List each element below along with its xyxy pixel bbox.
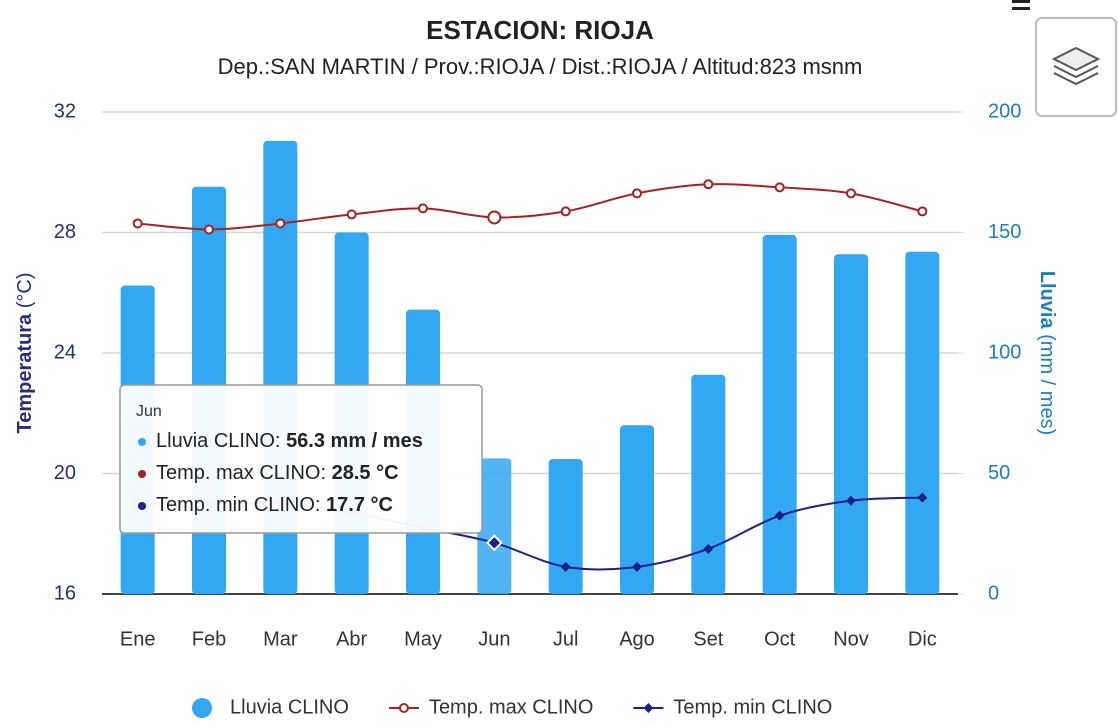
x-tick-label: Dic: [908, 628, 937, 650]
tooltip-dot: [138, 438, 146, 446]
y-tick-label: 28: [54, 221, 76, 243]
marker: [632, 561, 642, 572]
tooltip-label: Temp. min CLINO:: [156, 494, 326, 516]
bar: [834, 254, 868, 594]
y2-tick-label: 150: [988, 221, 1021, 243]
tooltip-header: Jun: [136, 403, 162, 420]
marker: [774, 182, 785, 193]
legend-symbol: [398, 703, 409, 713]
y2-axis-title-main: Lluvia: [1036, 271, 1058, 330]
x-tick-label: Set: [693, 628, 723, 650]
bar: [905, 251, 940, 594]
tooltip-label: Temp. max CLINO:: [156, 462, 332, 484]
x-tick-label: Mar: [263, 628, 298, 650]
legend-label: Lluvia CLINO: [230, 696, 349, 718]
marker: [632, 188, 642, 199]
tooltip-dot: [138, 470, 146, 478]
layer-icon: [1053, 65, 1099, 79]
y2-axis-title-unit: (mm / mes): [1036, 334, 1058, 435]
legend-symbol: [192, 698, 212, 718]
tooltip-value: 17.7 °C: [326, 494, 393, 516]
x-tick-label: Nov: [833, 628, 869, 650]
y-axis-title-main: Temperatura: [14, 313, 36, 434]
menu-icon[interactable]: [1012, 0, 1030, 10]
bar: [762, 234, 797, 594]
y2-axis-title: Lluvia (mm / mes): [1036, 271, 1058, 435]
menu-bar: [1012, 0, 1030, 3]
marker: [703, 543, 714, 554]
bar: [620, 425, 654, 594]
tooltip-row: Temp. min CLINO: 17.7 °C: [156, 494, 393, 516]
tooltip-box: [119, 384, 483, 534]
y2-tick-label: 0: [988, 582, 999, 604]
bar: [548, 459, 583, 594]
x-tick-label: Oct: [764, 628, 796, 650]
chart-title: ESTACION: RIOJA: [426, 15, 654, 45]
x-tick-label: Ene: [120, 628, 156, 650]
marker: [846, 495, 856, 506]
marker: [487, 210, 502, 225]
tooltip-dot: [138, 502, 146, 510]
marker: [485, 534, 503, 552]
x-tick-label: Feb: [192, 628, 226, 650]
y2-tick-label: 200: [988, 100, 1021, 122]
x-tick-label: May: [404, 628, 442, 650]
marker: [560, 206, 571, 217]
marker: [275, 218, 286, 229]
y2-tick-label: 50: [988, 462, 1010, 484]
legend-item[interactable]: Temp. min CLINO: [633, 696, 832, 718]
marker: [204, 224, 214, 235]
marker: [917, 492, 928, 503]
y-tick-label: 24: [54, 341, 76, 363]
x-tick-label: Ago: [619, 628, 655, 650]
legend-item[interactable]: Temp. max CLINO: [388, 696, 593, 718]
y-tick-label: 20: [54, 462, 76, 484]
marker: [132, 218, 143, 229]
y-axis-title-unit: (°C): [14, 273, 36, 309]
marker: [917, 206, 928, 217]
tooltip-value: 56.3 mm / mes: [286, 430, 423, 452]
x-tick-label: Jun: [478, 628, 510, 650]
marker: [846, 188, 856, 199]
y2-tick-label: 100: [988, 341, 1021, 363]
legend-symbol: [643, 703, 654, 713]
menu-bar: [1012, 7, 1030, 10]
tooltip-value: 28.5 °C: [332, 462, 399, 484]
legend-item[interactable]: Lluvia CLINO: [192, 696, 349, 718]
x-tick-label: Abr: [336, 628, 367, 650]
y-axis-title: Temperatura (°C): [14, 273, 36, 434]
bar: [691, 374, 726, 594]
y-tick-label: 16: [54, 582, 76, 604]
layers-button[interactable]: [1035, 17, 1117, 117]
marker: [703, 179, 714, 190]
line: [137, 183, 923, 231]
tooltip-row: Temp. max CLINO: 28.5 °C: [156, 462, 399, 484]
marker: [418, 203, 428, 214]
tooltip: Jun Lluvia CLINO: 56.3 mm / mes Temp. max …: [119, 384, 483, 534]
bar: [477, 458, 512, 594]
marker: [560, 561, 571, 572]
legend-label: Temp. max CLINO: [429, 696, 593, 718]
chart-subtitle: Dep.:SAN MARTIN / Prov.:RIOJA / Dist.:RI…: [218, 54, 863, 79]
y-tick-label: 32: [54, 100, 76, 122]
tooltip-label: Lluvia CLINO:: [156, 430, 286, 452]
layer-icon: [1053, 72, 1099, 86]
x-tick-label: Jul: [553, 628, 579, 650]
marker: [774, 510, 785, 521]
legend-label: Temp. min CLINO: [673, 696, 832, 718]
marker: [346, 209, 357, 220]
tooltip-row: Lluvia CLINO: 56.3 mm / mes: [156, 430, 423, 452]
layer-icon: [1051, 46, 1101, 72]
